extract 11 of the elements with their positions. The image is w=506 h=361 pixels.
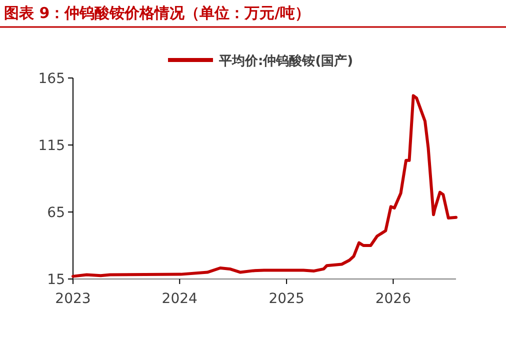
y-tick-label: 65	[47, 205, 65, 221]
line-series	[72, 94, 458, 278]
x-tick-label: 2025	[268, 291, 304, 307]
x-tick-label: 2023	[55, 291, 91, 307]
x-tick-label: 2024	[162, 291, 198, 307]
y-tick-label: 15	[47, 272, 65, 288]
x-tick-label: 2026	[375, 291, 412, 307]
y-tick-label: 115	[38, 138, 65, 154]
chart-title: 图表 9：仲钨酸铵价格情况（单位：万元/吨）	[4, 4, 310, 22]
y-tick-label: 165	[38, 71, 65, 87]
legend-label: 平均价:仲钨酸铵(国产)	[218, 53, 354, 69]
